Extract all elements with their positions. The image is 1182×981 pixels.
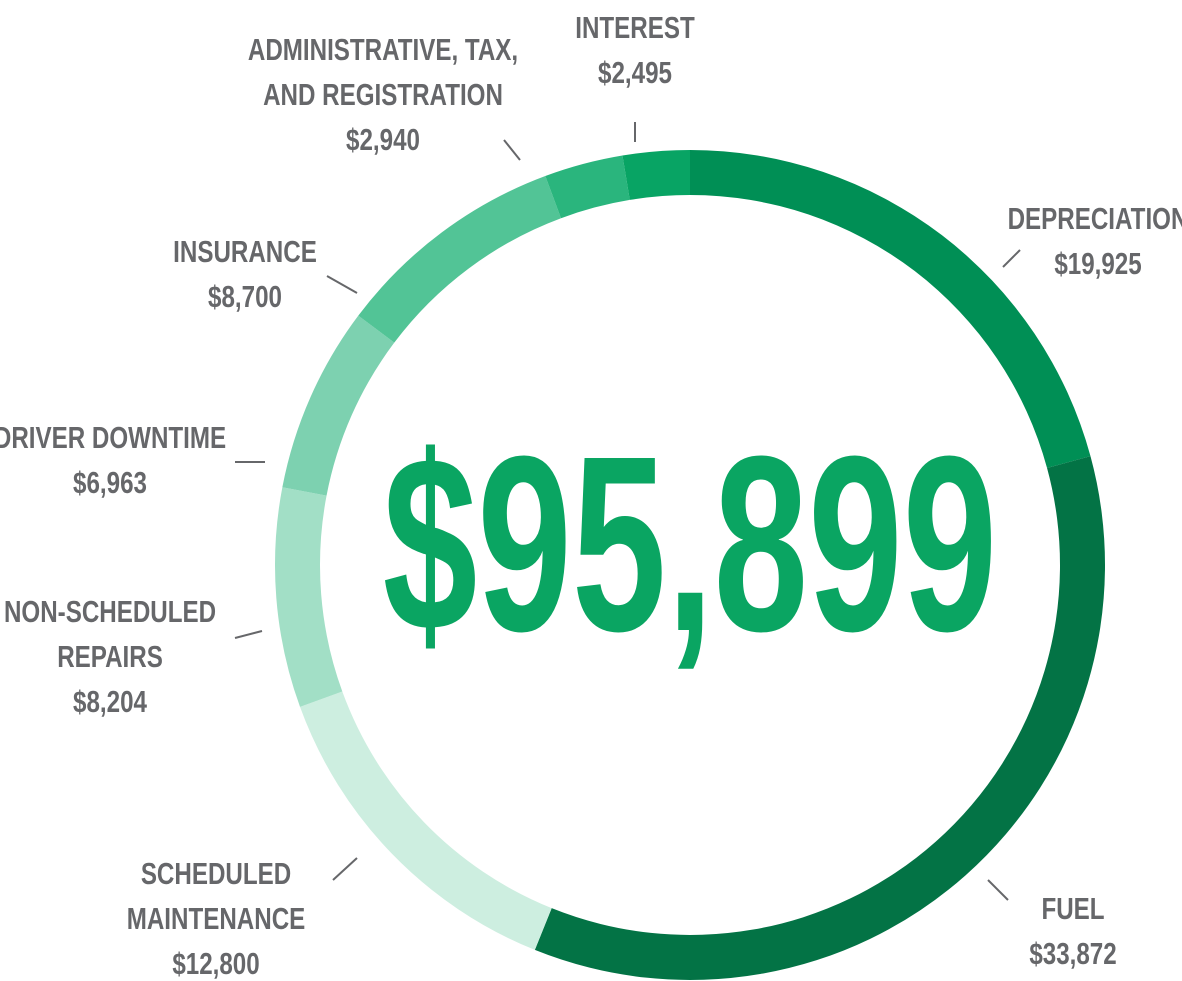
value-label: $6,963 bbox=[73, 465, 147, 500]
leader-line bbox=[234, 630, 263, 639]
category-label: DEPRECIATION bbox=[1008, 201, 1182, 236]
slice-label: ADMINISTRATIVE, TAX, AND REGISTRATION $2,9… bbox=[248, 32, 518, 157]
slice-label: SCHEDULED MAINTENANCE $12,800 bbox=[127, 856, 306, 981]
slice-label: NON-SCHEDULED REPAIRS $8,204 bbox=[4, 594, 216, 719]
donut-segment bbox=[622, 150, 690, 200]
donut-segment bbox=[534, 456, 1105, 981]
value-label: $33,872 bbox=[1029, 936, 1116, 971]
category-label: NON-SCHEDULED REPAIRS bbox=[4, 594, 216, 674]
category-label: DRIVER DOWNTIME bbox=[0, 420, 226, 455]
slice-label: DRIVER DOWNTIME $6,963 bbox=[0, 420, 226, 500]
donut-segment bbox=[690, 150, 1091, 468]
slice-label: INSURANCE $8,700 bbox=[173, 234, 317, 314]
value-label: $8,204 bbox=[73, 684, 147, 719]
center-total: $95,899 bbox=[383, 404, 997, 683]
leader-line bbox=[326, 275, 358, 294]
slice-label: INTEREST $2,495 bbox=[575, 10, 695, 90]
category-label: INTEREST bbox=[575, 10, 695, 45]
leader-line bbox=[1002, 249, 1021, 268]
leader-line bbox=[987, 879, 1009, 901]
category-label: FUEL bbox=[1041, 891, 1104, 926]
category-label: INSURANCE bbox=[173, 234, 317, 269]
donut-segment bbox=[275, 487, 343, 707]
donut-segment bbox=[282, 315, 395, 496]
slice-label: FUEL $33,872 bbox=[1029, 891, 1116, 971]
donut-segment bbox=[545, 155, 630, 219]
donut: DEPRECIATION $19,925 FUEL $33,872 SCHEDULED M… bbox=[0, 10, 1182, 981]
donut-segment bbox=[300, 691, 552, 950]
value-label: $8,700 bbox=[208, 279, 282, 314]
leader-line bbox=[503, 139, 521, 161]
leader-line bbox=[332, 857, 358, 881]
value-label: $2,940 bbox=[346, 122, 420, 157]
value-label: $19,925 bbox=[1054, 246, 1141, 281]
slice-label: DEPRECIATION $19,925 bbox=[1008, 201, 1182, 281]
value-label: $12,800 bbox=[172, 946, 259, 981]
category-label: SCHEDULED MAINTENANCE bbox=[127, 856, 306, 936]
center-label: $95,899 bbox=[383, 404, 997, 683]
category-label: ADMINISTRATIVE, TAX, AND REGISTRATION bbox=[248, 32, 518, 112]
donut-segment bbox=[358, 176, 562, 343]
value-label: $2,495 bbox=[598, 55, 672, 90]
